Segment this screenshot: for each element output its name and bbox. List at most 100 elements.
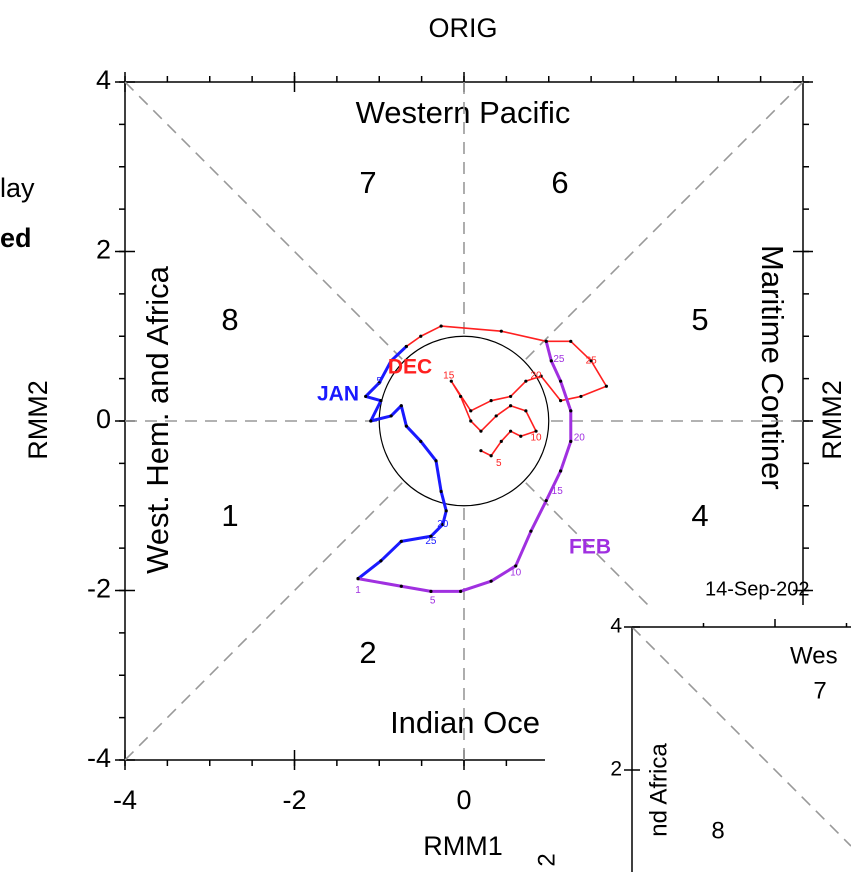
region-label: Western Pacific: [356, 95, 571, 130]
day-label: 25: [425, 536, 437, 547]
phase-label: 2: [359, 635, 376, 670]
y-tick-label: -4: [87, 743, 111, 773]
day-dot: [356, 577, 360, 581]
day-dot: [559, 399, 563, 403]
y-axis-label: RMM2: [23, 380, 53, 460]
day-dot: [379, 559, 383, 563]
day-dot: [479, 429, 483, 433]
day-dot: [489, 454, 493, 458]
day-dot: [589, 359, 593, 363]
day-dot: [489, 579, 493, 583]
y-tick-label: 4: [96, 65, 111, 95]
phase-label: 6: [551, 165, 568, 200]
day-label: 5: [430, 595, 436, 606]
inset-phase: 8: [711, 817, 724, 844]
day-dot: [434, 459, 438, 463]
day-dot: [534, 429, 538, 433]
inset-y-tick-label: 2: [610, 758, 622, 781]
day-label: 20: [437, 519, 449, 530]
day-dot: [404, 344, 408, 349]
day-label: 25: [586, 355, 598, 366]
day-dot: [444, 509, 448, 513]
day-dot: [499, 329, 503, 333]
day-dot: [544, 499, 548, 503]
day-label: 10: [530, 433, 542, 444]
day-dot: [399, 404, 403, 408]
day-dot: [479, 449, 483, 453]
day-dot: [459, 394, 463, 399]
series-label: DEC: [388, 356, 432, 379]
day-label: 10: [510, 567, 522, 578]
inset-divider: [631, 626, 851, 847]
day-dot: [509, 394, 513, 399]
day-dot: [429, 534, 433, 538]
day-dot: [469, 419, 473, 423]
x-tick-label: 0: [456, 785, 471, 815]
day-dot: [419, 334, 423, 338]
fragment-text: ed: [0, 223, 32, 253]
y-tick-label: -2: [87, 574, 111, 604]
phase-label: 8: [221, 302, 238, 337]
fragment-text: lay: [0, 173, 35, 203]
day-dot: [514, 564, 518, 568]
day-dot: [399, 584, 403, 588]
day-dot: [419, 439, 423, 443]
day-dot: [449, 379, 453, 383]
inset-y-tick-label: 4: [610, 615, 622, 638]
region-label: West. Hem. and Africa: [140, 265, 175, 574]
day-dot: [429, 589, 433, 593]
trajectory: [405, 325, 608, 457]
day-dot: [524, 379, 528, 383]
y-tick-label: 0: [96, 404, 111, 434]
day-dot: [569, 439, 573, 443]
inset-phase: 7: [813, 677, 826, 704]
day-dot: [509, 404, 513, 408]
day-dot: [489, 399, 493, 403]
day-dot: [559, 379, 563, 383]
day-label: 20: [530, 371, 542, 382]
series-label: FEB: [569, 536, 611, 559]
x-axis-label: RMM1: [423, 831, 503, 861]
date-label: 14-Sep-202: [705, 578, 810, 600]
x-tick-label: -2: [282, 785, 306, 815]
phase-label: 5: [691, 302, 708, 337]
day-label: 5: [376, 376, 382, 387]
x-tick-label: -4: [113, 785, 137, 815]
y-tick-label: 2: [96, 235, 111, 265]
region-label: Indian Oce: [390, 705, 540, 740]
phase-divider: [523, 81, 804, 362]
trajectory: [357, 340, 573, 593]
unit-circle: [378, 335, 550, 507]
region-label: Maritime Continer: [755, 245, 790, 490]
day-label: 15: [552, 486, 564, 497]
day-dot: [524, 409, 528, 413]
day-dot: [569, 339, 573, 343]
day-dot: [559, 469, 563, 473]
day-label: 15: [443, 371, 455, 382]
day-dot: [469, 409, 473, 413]
day-dot: [439, 324, 443, 328]
day-label: 25: [553, 354, 565, 365]
inset-region: Wes: [790, 642, 838, 669]
day-dot: [509, 429, 513, 433]
day-dot: [389, 359, 393, 363]
day-dot: [364, 394, 368, 399]
day-dot: [539, 374, 543, 378]
phase-label: 7: [359, 165, 376, 200]
day-label: 20: [574, 433, 586, 444]
day-label: 1: [355, 585, 361, 596]
day-dot: [579, 394, 583, 399]
phase-divider: [124, 81, 405, 362]
day-dot: [544, 339, 548, 343]
day-dot: [369, 419, 373, 423]
trajectory: [357, 345, 448, 580]
series-label: JAN: [317, 383, 359, 406]
inset-y-label: 2: [533, 853, 560, 866]
day-dot: [439, 489, 443, 493]
day-dot: [604, 384, 608, 388]
day-dot: [377, 381, 381, 385]
phase-label: 4: [691, 498, 708, 533]
side-label: RMM2: [817, 380, 847, 460]
day-label: 5: [496, 458, 502, 469]
